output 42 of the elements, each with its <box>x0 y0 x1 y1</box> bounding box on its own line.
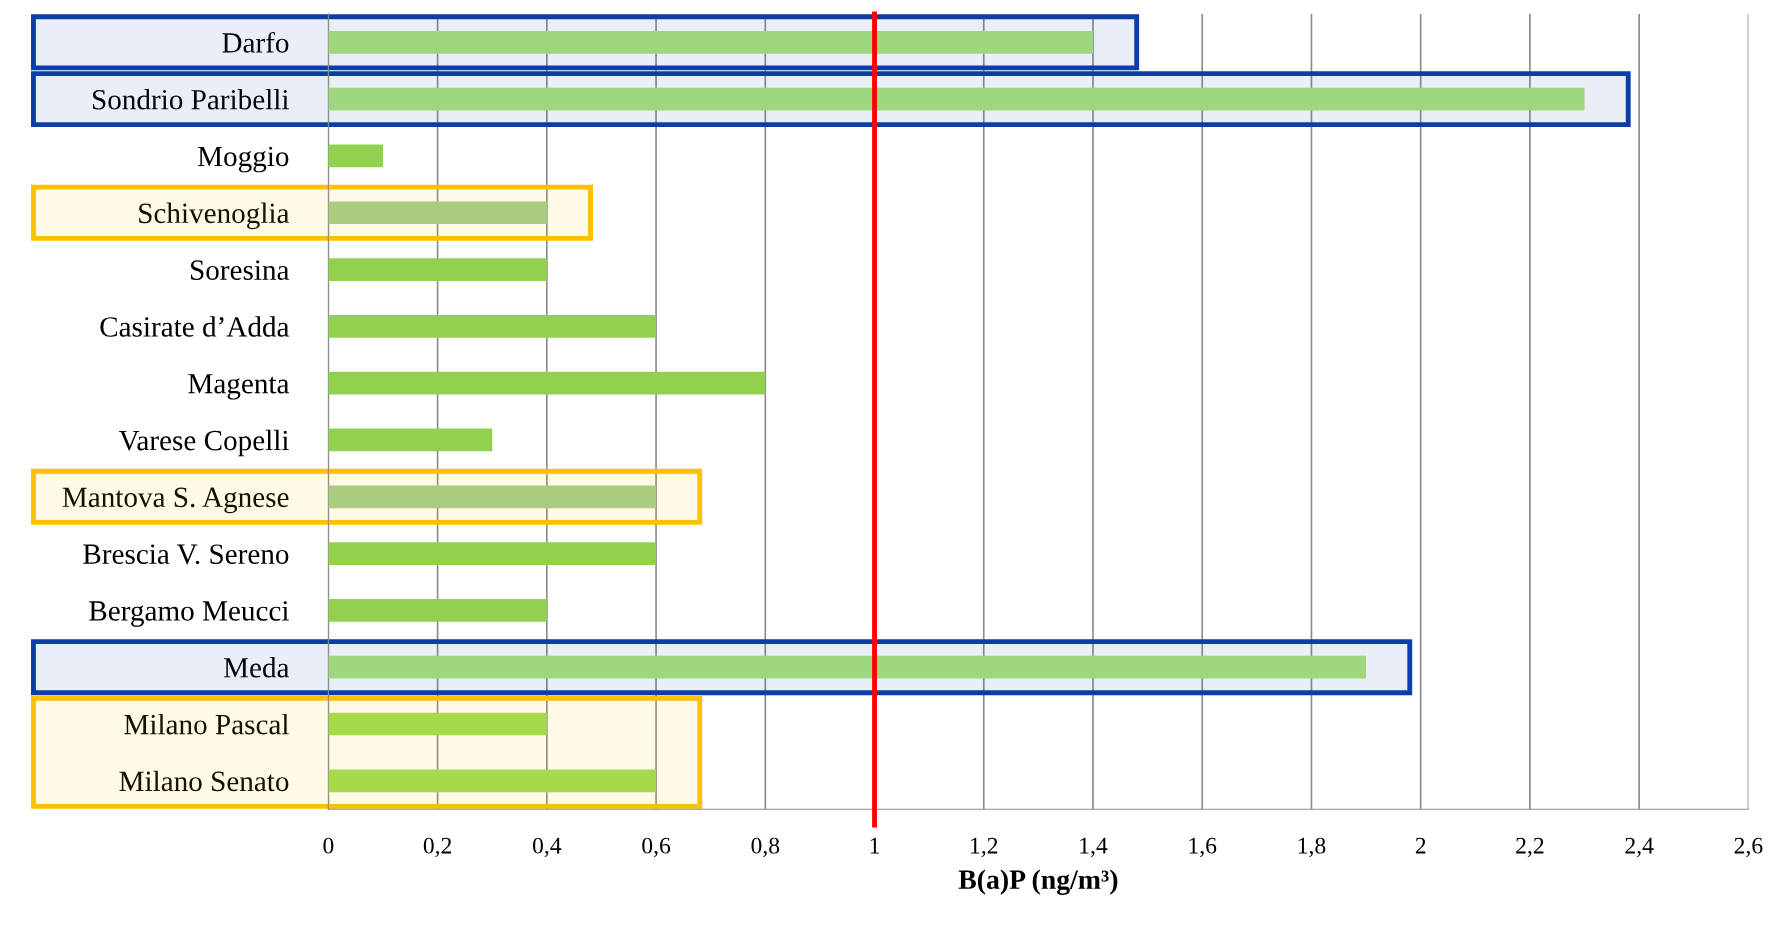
x-tick-label: 0,8 <box>751 837 780 858</box>
x-tick-label: 2 <box>1415 837 1426 854</box>
bar <box>328 712 547 736</box>
x-tick-label: 2,4 <box>1625 837 1654 858</box>
x-tick-label: 1,8 <box>1298 837 1326 858</box>
bar <box>328 599 547 622</box>
bar <box>328 769 657 793</box>
x-tick-label: 2,6 <box>1734 837 1763 858</box>
x-tick-label: 0,6 <box>642 837 671 858</box>
bar <box>328 144 383 168</box>
y-tick-label: Varese Copelli <box>118 429 289 457</box>
y-tick-label: Bergamo Meucci <box>89 601 289 627</box>
bar <box>328 258 547 281</box>
x-tick-label: 1,4 <box>1080 837 1108 858</box>
y-tick-label: Moggio <box>197 146 289 173</box>
y-tick-label: Casirate d’Adda <box>100 316 290 337</box>
y-tick-label: Milano Pascal <box>124 713 289 735</box>
y-tick-label: Brescia V. Sereno <box>83 544 289 565</box>
x-tick-label: 0,4 <box>532 837 562 858</box>
y-tick-label: Milano Senato <box>119 770 289 792</box>
bar <box>328 485 657 509</box>
y-tick-label: Magenta <box>188 374 290 400</box>
y-tick-label: Meda <box>223 657 290 678</box>
y-tick-label: Darfo <box>222 31 289 53</box>
bar <box>328 542 657 565</box>
x-tick-label: 0,2 <box>423 837 452 858</box>
bar <box>328 30 1093 54</box>
bar <box>328 201 547 225</box>
bar <box>328 655 1367 679</box>
y-tick-label: Schivenoglia <box>139 202 290 230</box>
x-axis-title: B(a)P (ng/m³) <box>958 869 1118 895</box>
y-tick-label: Sondrio Paribelli <box>92 89 289 110</box>
bar <box>328 315 657 338</box>
x-tick-label: 1 <box>870 837 880 854</box>
x-tick-label: 1,2 <box>971 837 998 858</box>
x-tick-label: 0 <box>323 837 334 854</box>
bar <box>328 428 493 452</box>
x-tick-label: 1,6 <box>1189 837 1217 858</box>
bar <box>328 371 766 395</box>
y-tick-label: Soresina <box>190 260 290 280</box>
x-tick-label: 2,2 <box>1516 837 1544 858</box>
y-tick-label: Mantova S. Agnese <box>62 487 289 514</box>
